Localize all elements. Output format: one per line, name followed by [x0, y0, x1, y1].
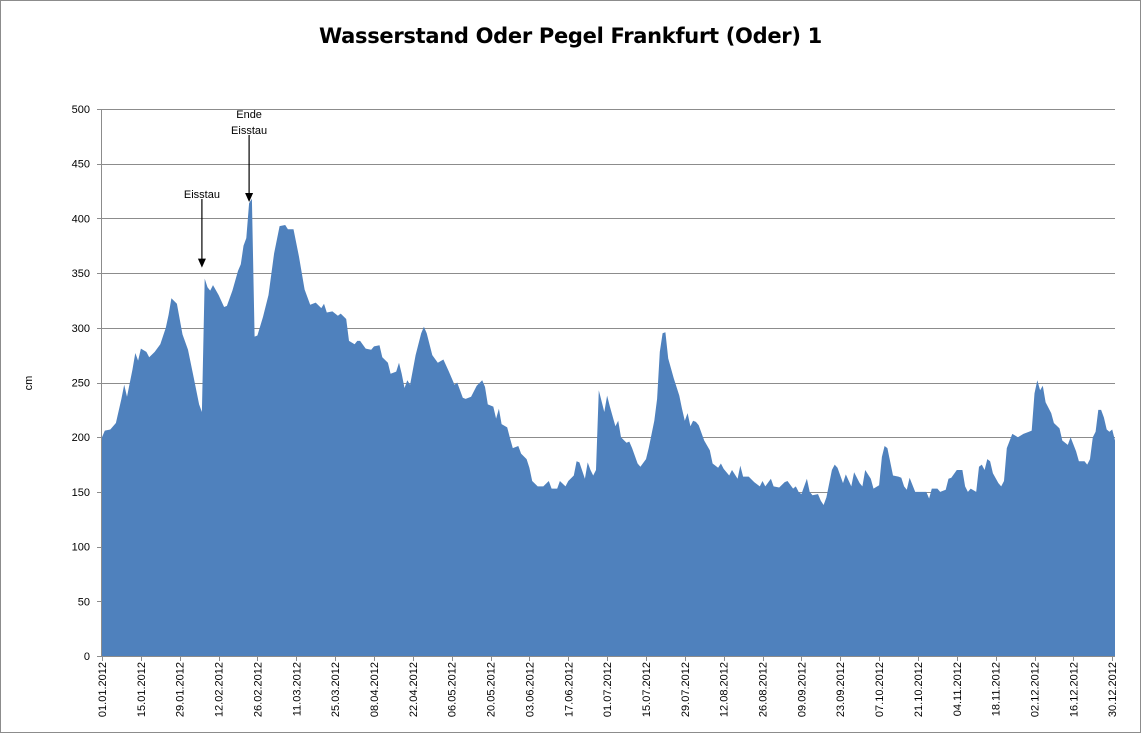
x-tick-label: 29.07.2012 — [680, 662, 692, 717]
x-tick-label: 25.03.2012 — [330, 662, 342, 717]
y-tick-label: 150 — [72, 487, 90, 499]
x-tick-label: 26.02.2012 — [252, 662, 264, 717]
y-tick-label: 450 — [72, 159, 90, 171]
x-tick-label: 30.12.2012 — [1107, 662, 1119, 717]
x-tick-label: 23.09.2012 — [835, 662, 847, 717]
area-series-fill — [102, 198, 1115, 656]
chart-title: Wasserstand Oder Pegel Frankfurt (Oder) … — [319, 24, 822, 48]
y-tick-label: 500 — [72, 104, 90, 116]
x-tick-label: 07.10.2012 — [874, 662, 886, 717]
y-tick-label: 100 — [72, 542, 90, 554]
x-tick-label: 01.07.2012 — [602, 662, 614, 717]
x-tick-label: 15.07.2012 — [641, 662, 653, 717]
annotation-label: Eisstau — [184, 189, 220, 201]
x-tick-label: 12.02.2012 — [214, 662, 226, 717]
x-tick-label: 04.11.2012 — [952, 662, 964, 716]
y-tick-label: 300 — [72, 323, 90, 335]
axes — [101, 109, 1115, 657]
annotation-label: Ende — [236, 109, 262, 121]
x-tick-label: 08.04.2012 — [369, 662, 381, 717]
y-axis-label: cm — [23, 376, 35, 391]
x-tick-label: 02.12.2012 — [1030, 662, 1042, 717]
y-tick-label: 0 — [84, 651, 90, 663]
x-tick-label: 21.10.2012 — [913, 662, 925, 717]
x-tick-label: 17.06.2012 — [563, 662, 575, 717]
x-tick-label: 18.11.2012 — [991, 662, 1003, 716]
x-tick-label: 29.01.2012 — [175, 662, 187, 717]
x-tick-label: 12.08.2012 — [719, 662, 731, 717]
x-tick-label: 03.06.2012 — [524, 662, 536, 717]
y-tick-label: 250 — [72, 378, 90, 390]
y-tick-labels: 0 50 100 150 200 250 300 350 400 450 500 — [72, 104, 102, 663]
x-tick-label: 01.01.2012 — [97, 662, 109, 717]
x-tick-label: 22.04.2012 — [408, 662, 420, 717]
area-series — [102, 198, 1115, 656]
annotation-arrowhead — [197, 258, 206, 268]
y-tick-label: 350 — [72, 268, 90, 280]
x-tick-label: 06.05.2012 — [447, 662, 459, 717]
y-tick-label: 50 — [78, 596, 90, 608]
x-tick-label: 20.05.2012 — [486, 662, 498, 717]
annotation-arrowhead — [245, 192, 254, 202]
annotation-label: Eisstau — [231, 125, 267, 137]
annotations: Eisstau Ende Eisstau — [184, 109, 267, 268]
x-tick-label: 15.01.2012 — [136, 662, 148, 717]
y-tick-label: 400 — [72, 213, 90, 225]
x-tick-label: 26.08.2012 — [758, 662, 770, 717]
x-tick-label: 11.03.2012 — [291, 662, 303, 716]
y-tick-label: 200 — [72, 432, 90, 444]
x-tick-label: 09.09.2012 — [796, 662, 808, 717]
x-tick-label: 16.12.2012 — [1068, 662, 1080, 717]
x-tick-labels: 01.01.2012 15.01.2012 29.01.2012 12.02.2012… — [97, 656, 1119, 717]
